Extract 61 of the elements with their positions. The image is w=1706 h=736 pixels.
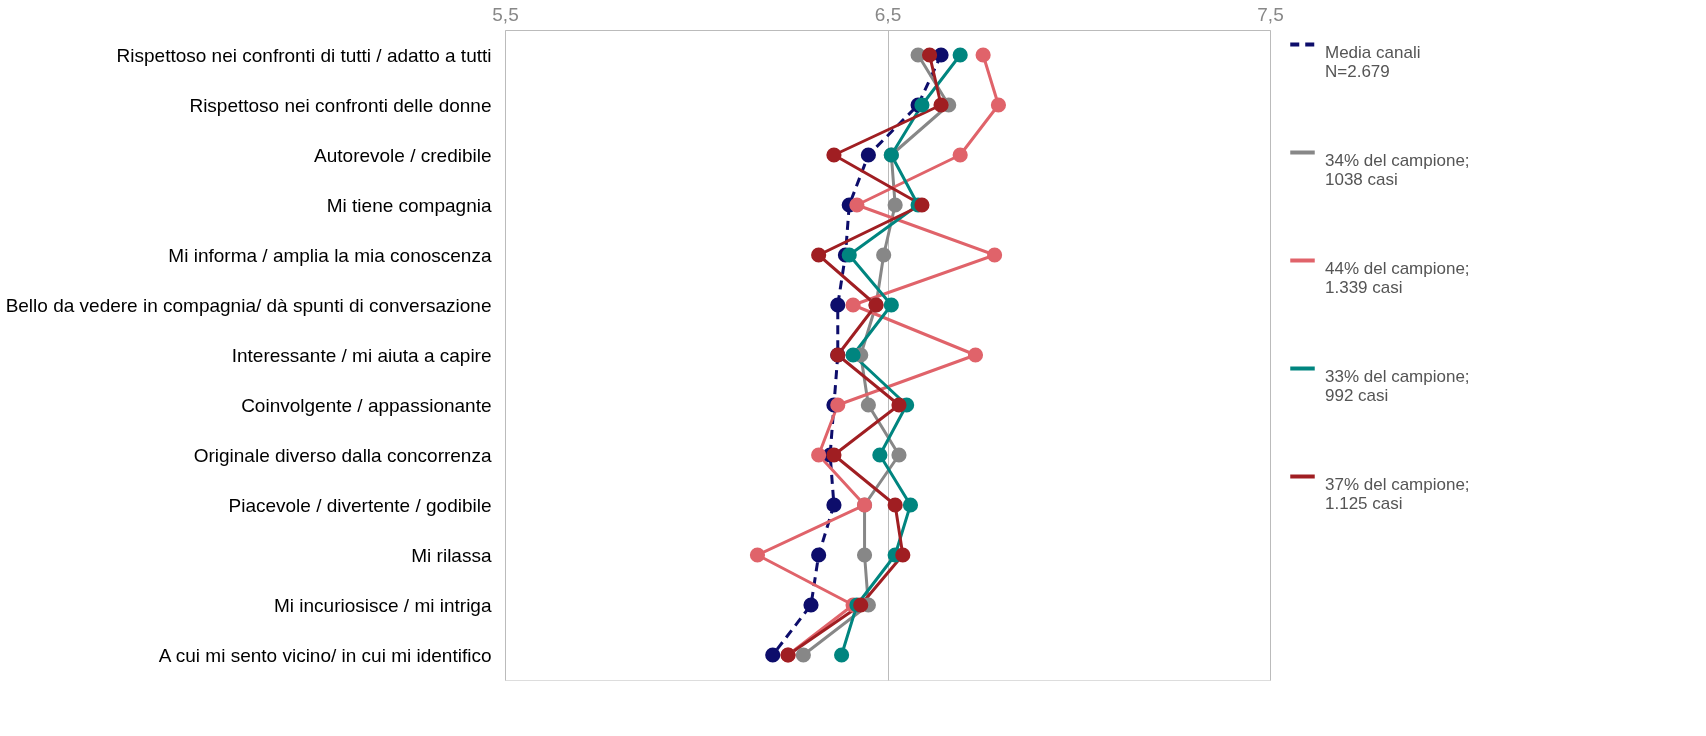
y-tick-label: Mi informa / amplia la mia conoscenza — [168, 244, 492, 266]
point — [856, 547, 873, 563]
point — [921, 47, 938, 63]
point — [845, 347, 861, 363]
y-tick-label: Coinvolgente / appassionante — [241, 394, 492, 416]
y-tick-label: A cui mi sento vicino/ in cui mi identifico — [158, 644, 492, 666]
x-tick-label: 5,5 — [492, 3, 519, 25]
point — [872, 447, 888, 463]
point — [876, 247, 892, 263]
x-tick-label: 7,5 — [1257, 3, 1284, 25]
y-tick-label: Mi incuriosisce / mi intriga — [274, 594, 492, 616]
point — [795, 647, 811, 663]
point — [841, 247, 857, 263]
point — [990, 97, 1007, 113]
y-tick-label: Mi rilassa — [411, 544, 492, 566]
y-tick-label: Interessante / mi aiuta a capire — [231, 344, 492, 366]
point — [887, 497, 903, 513]
y-tick-label: Bello da vedere in compagnia/ dà spunti di conversazione — [5, 294, 492, 316]
point — [826, 147, 842, 163]
point — [987, 247, 1003, 263]
point — [933, 97, 949, 113]
point — [849, 197, 865, 213]
point — [952, 47, 968, 63]
point — [975, 47, 991, 63]
point — [883, 297, 899, 313]
point — [891, 447, 907, 463]
point — [902, 497, 919, 513]
point — [826, 497, 842, 513]
legend-label: 34% del campione; 1038 casi — [1325, 150, 1470, 189]
y-tick-label: Mi tiene compagnia — [326, 194, 492, 216]
y-tick-label: Rispettoso nei confronti di tutti / adatto a tutti — [116, 44, 492, 66]
legend-label: 44% del campione; 1.339 casi — [1325, 258, 1470, 297]
point — [914, 197, 930, 213]
legend-label: 37% del campione; 1.125 casi — [1325, 474, 1470, 513]
x-tick-label: 6,5 — [874, 3, 902, 25]
point — [891, 397, 907, 413]
point — [834, 647, 850, 663]
point — [914, 97, 930, 113]
point — [830, 297, 846, 313]
y-tick-label: Originale diverso dalla concorrenza — [193, 444, 492, 466]
point — [967, 347, 984, 363]
y-tick-label: Piacevole / divertente / godibile — [228, 494, 492, 516]
point — [830, 397, 846, 413]
point — [853, 597, 869, 613]
y-tick-label: Rispettoso nei confronti delle donne — [189, 94, 492, 116]
point — [860, 147, 876, 163]
point — [803, 597, 819, 613]
point — [765, 647, 781, 663]
legend-label: 33% del campione; 992 casi — [1325, 366, 1470, 405]
point — [749, 547, 766, 563]
point — [952, 147, 968, 163]
legend-label: Media canali N=2.679 — [1325, 42, 1421, 81]
point — [887, 197, 903, 213]
point — [845, 297, 861, 313]
point — [811, 547, 827, 563]
point — [826, 447, 842, 463]
y-tick-label: Autorevole / credibile — [314, 144, 492, 166]
point — [811, 247, 827, 263]
point — [895, 547, 911, 563]
point — [811, 447, 827, 463]
point — [860, 397, 876, 413]
